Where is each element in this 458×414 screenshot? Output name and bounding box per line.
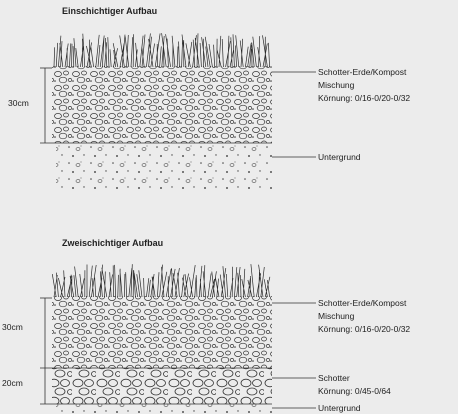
dimension-label: 30cm bbox=[8, 98, 29, 108]
gravel-layer bbox=[52, 66, 272, 143]
grass-blades bbox=[53, 33, 270, 68]
dimension-label: 20cm bbox=[2, 378, 23, 388]
grass bbox=[51, 264, 271, 298]
layer-label: Mischung bbox=[318, 80, 355, 90]
coarse-gravel-layer bbox=[52, 368, 272, 404]
layer-label: Schotter bbox=[318, 373, 350, 383]
grass bbox=[53, 33, 270, 68]
subsoil bbox=[56, 143, 272, 193]
layer-label: Körnung: 0/45-0/64 bbox=[318, 386, 391, 396]
layer-label: Untergrund bbox=[318, 403, 361, 413]
layer-label: Untergrund bbox=[318, 152, 361, 162]
layer-label: Körnung: 0/16-0/20-0/32 bbox=[318, 93, 410, 103]
layer-label: Schotter-Erde/Kompost bbox=[318, 67, 407, 77]
gravel-layer bbox=[52, 296, 272, 368]
layer-label: Mischung bbox=[318, 311, 355, 321]
section-title: Einschichtiger Aufbau bbox=[62, 6, 157, 16]
grass-blades bbox=[51, 264, 271, 298]
subsoil bbox=[56, 404, 272, 414]
layer-label: Schotter-Erde/Kompost bbox=[318, 298, 407, 308]
dimension-label: 30cm bbox=[2, 322, 23, 332]
layer-label: Körnung: 0/16-0/20-0/32 bbox=[318, 324, 410, 334]
section-title: Zweischichtiger Aufbau bbox=[62, 238, 163, 248]
